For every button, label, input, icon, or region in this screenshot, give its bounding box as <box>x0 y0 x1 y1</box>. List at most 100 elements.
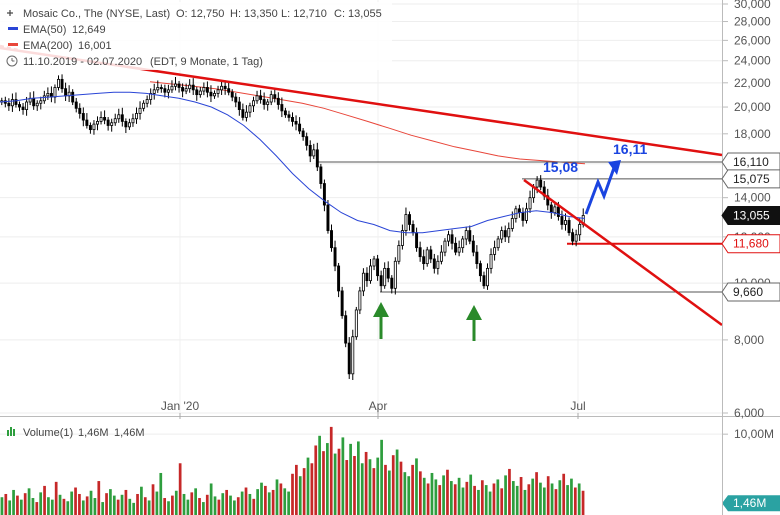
candle-body <box>106 119 110 126</box>
x-tick-label: Apr <box>369 399 388 413</box>
candle-body <box>564 220 567 225</box>
volume-bar <box>329 426 333 515</box>
candle-body <box>159 87 163 90</box>
candle-body <box>365 272 369 282</box>
volume-value-2: 1,46M <box>114 427 145 439</box>
candle-body <box>439 251 443 262</box>
candle-body <box>344 315 348 344</box>
volume-bar <box>109 489 112 515</box>
ema200-swatch <box>8 43 18 46</box>
volume-bar <box>225 489 228 515</box>
candle-body <box>567 220 571 234</box>
price-tag-box <box>721 282 780 302</box>
volume-bar <box>535 472 538 515</box>
volume-bar <box>213 496 217 515</box>
legend-toggle-icon[interactable] <box>7 10 13 16</box>
candle-body <box>560 216 564 225</box>
volume-bar <box>19 499 23 515</box>
volume-bar <box>546 476 550 515</box>
volume-bar <box>31 498 35 515</box>
volume-bar <box>221 493 225 515</box>
price-tag-box <box>721 152 780 172</box>
volume-bar <box>35 502 39 515</box>
volume-bar <box>248 493 252 515</box>
volume-bar <box>306 457 310 515</box>
volume-bar <box>310 463 314 515</box>
price-tag-label: 16,110 <box>733 155 769 169</box>
volume-bar <box>23 493 27 515</box>
candle-body <box>461 238 465 249</box>
volume-bar <box>163 498 167 515</box>
candle-body <box>220 85 224 91</box>
candle-body <box>142 102 146 109</box>
volume-bar <box>81 500 85 515</box>
volume-bar <box>523 489 527 515</box>
candle-body <box>397 245 401 262</box>
volume-bar <box>399 461 403 515</box>
candle-body <box>379 275 383 287</box>
candle-body <box>131 118 135 124</box>
volume-bar <box>155 491 159 515</box>
candle-body <box>135 113 138 120</box>
candle-body <box>237 101 241 110</box>
candle-body <box>259 95 263 100</box>
volume-bar <box>260 482 263 515</box>
volume-bar <box>124 489 128 515</box>
candle-body <box>404 214 408 231</box>
volume-bar <box>542 487 546 515</box>
volume-bar <box>295 464 298 515</box>
candle-body <box>227 88 231 93</box>
volume-bar <box>105 493 108 515</box>
price-tag-label: 13,055 <box>733 208 770 222</box>
candle-body <box>333 247 337 267</box>
volume-y-tick-label: 10,00M <box>734 427 774 441</box>
volume-bar <box>473 485 476 515</box>
volume-bar <box>314 445 318 515</box>
candle-body <box>383 267 387 287</box>
candle-body <box>177 83 181 88</box>
volume-bar <box>511 481 515 515</box>
candle-body <box>170 85 174 91</box>
volume-bar <box>147 500 151 515</box>
volume-bar <box>4 493 8 515</box>
volume-bar <box>418 471 422 515</box>
ema50-swatch <box>8 27 18 30</box>
candle-body <box>539 179 543 188</box>
candle-body <box>184 88 188 92</box>
volume-bar <box>178 463 182 515</box>
candle-body <box>450 234 454 244</box>
volume-bar <box>136 493 139 515</box>
candle-body <box>174 83 177 87</box>
volume-bar <box>58 494 62 515</box>
candle-body <box>81 113 85 121</box>
volume-bar <box>558 480 562 515</box>
candle-body <box>429 249 433 260</box>
candle-body <box>372 258 376 267</box>
legend-title: Mosaic Co., The (NYSE, Last) <box>23 8 170 20</box>
volume-bar <box>279 483 283 515</box>
candle-body <box>425 249 429 265</box>
candle-body <box>482 275 486 287</box>
volume-bar <box>74 487 77 515</box>
candle-body <box>507 228 511 238</box>
candle-body <box>340 290 344 317</box>
candle-body <box>294 121 298 125</box>
volume-bar <box>581 490 585 515</box>
candle-body <box>74 101 78 109</box>
candle-body <box>262 99 266 105</box>
candle-body <box>42 95 46 102</box>
legend: Mosaic Co., The (NYSE, Last) O: 12,750 H… <box>0 2 392 70</box>
volume-bar <box>186 499 190 515</box>
candle-body <box>216 89 220 94</box>
volume-bar <box>446 469 449 515</box>
volume-bar <box>112 495 116 515</box>
candle-body <box>145 99 149 104</box>
candle-body <box>85 119 89 126</box>
candle-body <box>468 230 472 242</box>
volume-bar <box>97 481 101 515</box>
volume-bar <box>209 483 213 515</box>
candle-body <box>525 208 528 221</box>
volume-bar <box>302 468 306 515</box>
candle-body <box>96 121 99 125</box>
volume-bar <box>50 499 54 515</box>
